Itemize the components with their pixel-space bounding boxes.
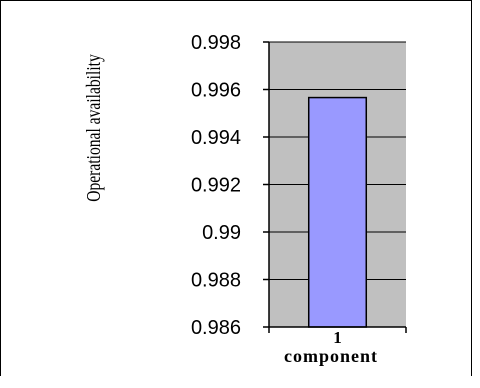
y-tick-label: 0.986 bbox=[191, 317, 241, 339]
y-axis-ticks: 0.986 0.988 0.99 0.992 0.994 0.996 0.998 bbox=[191, 32, 269, 339]
y-tick-label: 0.99 bbox=[202, 222, 241, 244]
y-tick-label: 0.996 bbox=[191, 80, 241, 102]
y-tick-label: 0.998 bbox=[191, 32, 241, 54]
bar bbox=[307, 96, 368, 328]
x-tick-label: 1 bbox=[333, 328, 342, 347]
x-axis-title: component bbox=[284, 346, 378, 366]
chart-frame: 0.986 0.988 0.99 0.992 0.994 0.996 0.998 1 Ope… bbox=[0, 0, 472, 376]
x-axis-ticks: 1 bbox=[268, 327, 407, 347]
y-tick-label: 0.992 bbox=[191, 175, 241, 197]
y-axis-title: Operational availability bbox=[82, 54, 104, 202]
y-tick-label: 0.988 bbox=[191, 270, 241, 292]
y-tick-label: 0.994 bbox=[191, 127, 241, 149]
bars bbox=[307, 96, 368, 328]
